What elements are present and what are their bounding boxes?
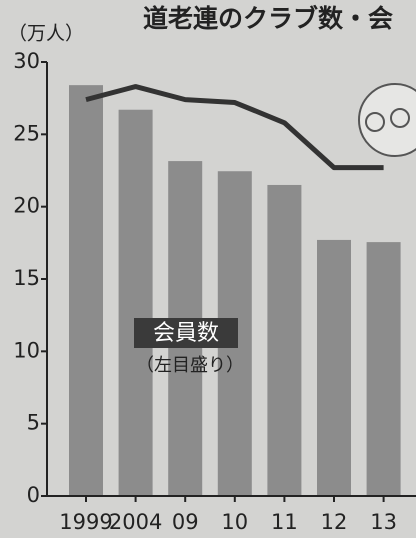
chart-title: 道老連のクラブ数・会 — [143, 4, 393, 33]
x-tick-label: 12 — [321, 510, 348, 534]
y-tick-label: 5 — [27, 411, 40, 435]
y-tick-label: 30 — [13, 49, 40, 73]
x-tick-label: 13 — [370, 510, 397, 534]
annotation: （左目盛り） — [136, 355, 244, 376]
x-tick-label: 11 — [271, 510, 298, 534]
x-tick-label: 10 — [221, 510, 248, 534]
bar — [267, 185, 301, 496]
y-tick-label: 0 — [27, 483, 40, 507]
y-tick-label: 25 — [13, 121, 40, 145]
bar — [317, 240, 351, 496]
bar — [69, 85, 103, 496]
x-tick-label: 1999 — [59, 510, 112, 534]
x-tick-label: 2004 — [109, 510, 162, 534]
bar — [367, 242, 401, 496]
y-axis-label: （万人） — [8, 23, 84, 45]
bar — [119, 110, 153, 496]
illustration — [359, 84, 416, 156]
y-tick-label: 15 — [13, 266, 40, 290]
y-tick-label: 20 — [13, 194, 40, 218]
x-tick-label: 09 — [172, 510, 199, 534]
series-label: 会員数 — [153, 321, 219, 346]
y-tick-label: 10 — [13, 338, 40, 362]
chart: 道老連のクラブ数・会 （万人） 0 5 10 15 20 25 30 19992004 09 10… — [0, 0, 416, 538]
